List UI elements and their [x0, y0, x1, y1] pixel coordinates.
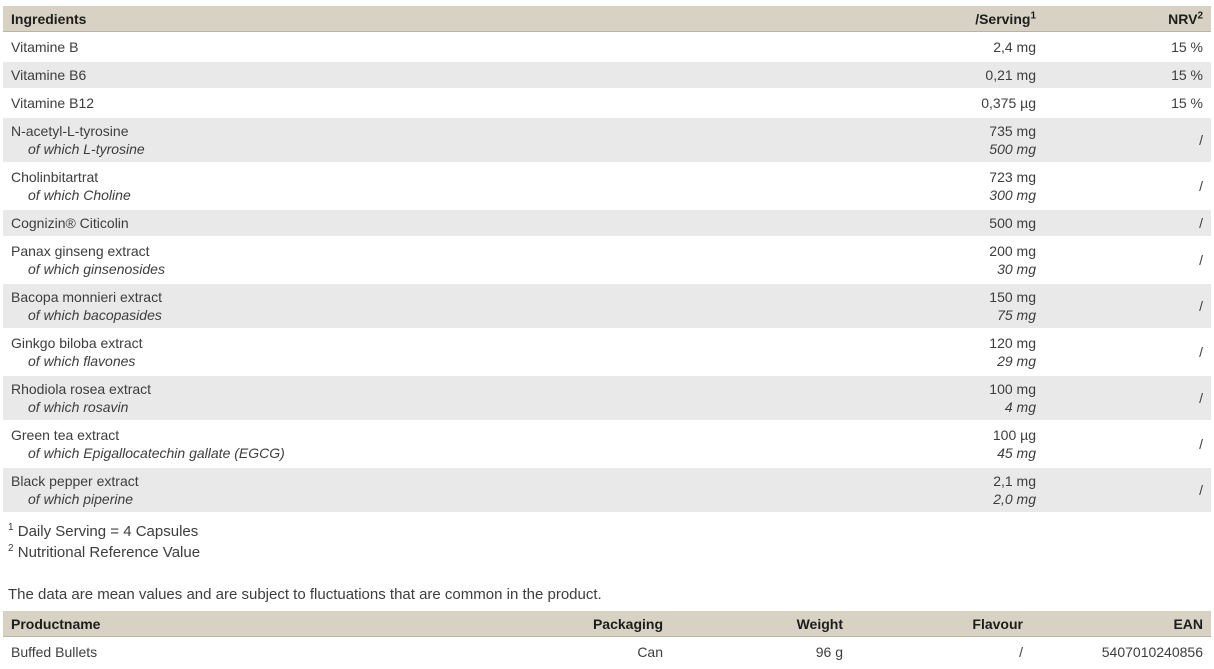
serving-value: 723 mg — [989, 169, 1036, 185]
table-row: Cognizin® Citicolin 500 mg / — [3, 210, 1211, 238]
nrv-value: 15 % — [1044, 34, 1211, 62]
ingredient-name: Black pepper extract — [11, 473, 139, 489]
serving-sub-value: 30 mg — [997, 261, 1036, 277]
serving-sub-value: 300 mg — [989, 187, 1036, 203]
nrv-value: / — [1044, 376, 1211, 422]
serving-sub-value: 75 mg — [997, 307, 1036, 323]
serving-value: 100 µg — [992, 427, 1036, 443]
table-row: Vitamine B6 0,21 mg 15 % — [3, 62, 1211, 90]
footnote-daily-serving: 1 Daily Serving = 4 Capsules — [8, 521, 1214, 542]
ingredient-sub: of which ginsenosides — [28, 261, 165, 277]
ingredient-name: Vitamine B12 — [11, 95, 95, 111]
serving-sub-value: 45 mg — [997, 445, 1036, 461]
nrv-value: / — [1044, 238, 1211, 284]
serving-value: 200 mg — [989, 243, 1036, 259]
ingredient-name: Cognizin® Citicolin — [11, 215, 129, 231]
ingredient-name: Panax ginseng extract — [11, 243, 150, 259]
ingredient-sub: of which L-tyrosine — [28, 141, 145, 157]
nrv-value: / — [1044, 210, 1211, 238]
table-footnotes: 1 Daily Serving = 4 Capsules 2 Nutrition… — [8, 521, 1214, 563]
ingredient-name: Ginkgo biloba extract — [11, 335, 143, 351]
table-row: Black pepper extract of which piperine 2,… — [3, 468, 1211, 514]
ingredient-sub: of which Choline — [28, 187, 131, 203]
weight-value: 96 g — [671, 639, 851, 667]
serving-value: 150 mg — [989, 289, 1036, 305]
productname-value: Buffed Bullets — [3, 639, 491, 667]
footnote-nrv: 2 Nutritional Reference Value — [8, 542, 1214, 563]
ingredients-table: Ingredients /Serving1 NRV2 Vitamine B 2,… — [3, 6, 1211, 514]
ingredient-name: Bacopa monnieri extract — [11, 289, 162, 305]
ingredient-sub: of which piperine — [28, 491, 134, 507]
productname-column-header: Productname — [3, 611, 491, 639]
flavour-column-header: Flavour — [851, 611, 1031, 639]
serving-sub-value: 4 mg — [1004, 399, 1036, 415]
ingredient-name: Rhodiola rosea extract — [11, 381, 152, 397]
nrv-value: / — [1044, 468, 1211, 514]
table-row: Panax ginseng extract of which ginsenosid… — [3, 238, 1211, 284]
flavour-value: / — [851, 639, 1031, 667]
ingredient-sub: of which flavones — [28, 353, 136, 369]
ingredient-name: Vitamine B — [11, 39, 79, 55]
footnote-marker: 1 — [8, 522, 14, 533]
serving-column-header: /Serving1 — [703, 6, 1044, 34]
serving-sub-value: 500 mg — [989, 141, 1036, 157]
table-row: Bacopa monnieri extract of which bacopasi… — [3, 284, 1211, 330]
table-row: Green tea extract of which Epigallocatech… — [3, 422, 1211, 468]
serving-value: 500 mg — [989, 215, 1036, 231]
footnote-text: Nutritional Reference Value — [17, 544, 201, 561]
table-row: Cholinbitartrat of which Choline 723 mg 30… — [3, 164, 1211, 210]
table-row: Ginkgo biloba extract of which flavones 1… — [3, 330, 1211, 376]
product-table-header-row: Productname Packaging Weight Flavour EAN — [3, 611, 1211, 639]
nrv-footnote-marker: 2 — [1197, 10, 1203, 22]
nrv-value: / — [1044, 118, 1211, 164]
ingredient-sub: of which bacopasides — [28, 307, 162, 323]
serving-value: 0,375 µg — [981, 95, 1036, 111]
nrv-value: / — [1044, 164, 1211, 210]
ingredient-name: N-acetyl-L-tyrosine — [11, 123, 129, 139]
nrv-column-header: NRV2 — [1044, 6, 1211, 34]
ean-column-header: EAN — [1031, 611, 1211, 639]
serving-value: 0,21 mg — [985, 67, 1036, 83]
ingredients-column-header: Ingredients — [3, 6, 703, 34]
serving-value: 2,1 mg — [993, 473, 1036, 489]
serving-value: 120 mg — [989, 335, 1036, 351]
nrv-value: / — [1044, 422, 1211, 468]
table-row: Vitamine B12 0,375 µg 15 % — [3, 90, 1211, 118]
ingredient-name: Green tea extract — [11, 427, 120, 443]
table-row: N-acetyl-L-tyrosine of which L-tyrosine 7… — [3, 118, 1211, 164]
footnote-text: Daily Serving = 4 Capsules — [17, 523, 199, 540]
ean-value: 5407010240856 — [1031, 639, 1211, 667]
nrv-value: 15 % — [1044, 90, 1211, 118]
serving-footnote-marker: 1 — [1030, 10, 1036, 22]
nrv-value: / — [1044, 330, 1211, 376]
serving-sub-value: 29 mg — [997, 353, 1036, 369]
ingredient-sub: of which Epigallocatechin gallate (EGCG) — [28, 445, 285, 461]
ingredients-table-header-row: Ingredients /Serving1 NRV2 — [3, 6, 1211, 34]
ingredient-name: Cholinbitartrat — [11, 169, 99, 185]
mean-values-note: The data are mean values and are subject… — [8, 586, 602, 603]
ingredient-name: Vitamine B6 — [11, 67, 87, 83]
product-table: Productname Packaging Weight Flavour EAN… — [3, 611, 1211, 667]
serving-sub-value: 2,0 mg — [993, 491, 1036, 507]
table-row: Rhodiola rosea extract of which rosavin 1… — [3, 376, 1211, 422]
table-row: Vitamine B 2,4 mg 15 % — [3, 34, 1211, 62]
packaging-column-header: Packaging — [491, 611, 671, 639]
nrv-value: 15 % — [1044, 62, 1211, 90]
packaging-value: Can — [491, 639, 671, 667]
ingredient-sub: of which rosavin — [28, 399, 129, 415]
serving-value: 2,4 mg — [993, 39, 1036, 55]
table-row: Buffed Bullets Can 96 g / 5407010240856 — [3, 639, 1211, 667]
footnote-marker: 2 — [8, 543, 14, 554]
serving-value: 100 mg — [989, 381, 1036, 397]
nrv-value: / — [1044, 284, 1211, 330]
serving-value: 735 mg — [989, 123, 1036, 139]
weight-column-header: Weight — [671, 611, 851, 639]
